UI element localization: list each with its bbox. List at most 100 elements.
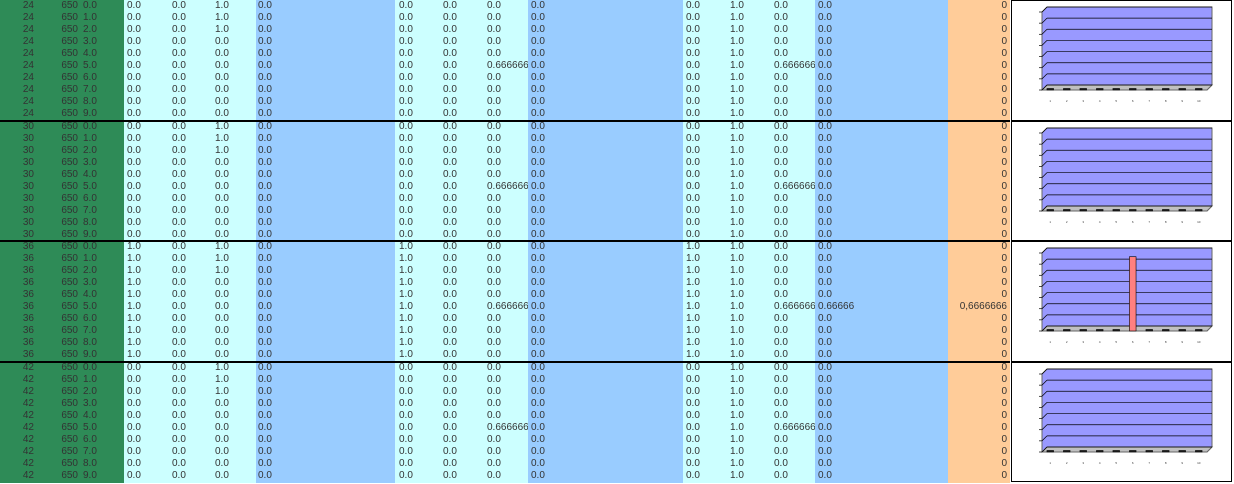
cell[interactable]: 650	[61, 204, 78, 216]
cell[interactable]: 0.0	[215, 168, 229, 180]
cell[interactable]: 0.0	[399, 24, 413, 36]
cell[interactable]: 30	[22, 180, 34, 192]
cell[interactable]: 0.0	[686, 132, 700, 144]
cell[interactable]: 0.0	[127, 120, 141, 132]
cell[interactable]: 0.0	[127, 156, 141, 168]
cell[interactable]: 1.0	[127, 253, 141, 265]
cell[interactable]: 7.0	[83, 204, 97, 216]
cell[interactable]: 0.0	[399, 168, 413, 180]
cell[interactable]: 0.0	[443, 313, 457, 325]
cell[interactable]: 1.0	[730, 216, 744, 228]
cell[interactable]: 0.0	[818, 216, 832, 228]
cell[interactable]: 0.0	[818, 373, 832, 385]
cell[interactable]: 36	[22, 253, 34, 265]
cell[interactable]: 0.0	[487, 216, 501, 228]
cell[interactable]: 0.0	[818, 349, 832, 361]
cell[interactable]: 0.0	[443, 409, 457, 421]
cell[interactable]: 0	[1001, 337, 1007, 349]
cell[interactable]: 0.0	[774, 96, 788, 108]
cell[interactable]: 42	[22, 361, 34, 373]
cell[interactable]: 0.0	[399, 48, 413, 60]
cell[interactable]: 1.0	[730, 313, 744, 325]
cell[interactable]: 0.0	[531, 301, 545, 313]
cell[interactable]: 0.0	[443, 132, 457, 144]
cell[interactable]: 0.0	[443, 253, 457, 265]
cell[interactable]: 0.0	[487, 445, 501, 457]
cell[interactable]: 0.0	[399, 361, 413, 373]
cell[interactable]: 0.0	[818, 265, 832, 277]
cell[interactable]: 0.0	[774, 457, 788, 469]
cell[interactable]: 0.0	[487, 337, 501, 349]
cell[interactable]: 0.0	[258, 373, 272, 385]
cell[interactable]: 0.0	[215, 84, 229, 96]
cell[interactable]: 1.0	[730, 325, 744, 337]
cell[interactable]: 0.0	[531, 144, 545, 156]
cell[interactable]: 6.0	[83, 433, 97, 445]
cell[interactable]: 1.0	[686, 337, 700, 349]
cell[interactable]: 1.0	[215, 144, 229, 156]
cell[interactable]: 0.0	[443, 24, 457, 36]
cell[interactable]: 0.0	[127, 72, 141, 84]
cell[interactable]: 0.0	[399, 373, 413, 385]
cell[interactable]: 0.0	[487, 84, 501, 96]
cell[interactable]: 650	[61, 457, 78, 469]
cell[interactable]: 1.0	[730, 84, 744, 96]
cell[interactable]: 0.0	[818, 72, 832, 84]
cell[interactable]: 0.0	[258, 108, 272, 120]
cell[interactable]: 1.0	[730, 36, 744, 48]
cell[interactable]: 0.0	[487, 469, 501, 481]
cell[interactable]: 42	[22, 373, 34, 385]
cell[interactable]: 8.0	[83, 337, 97, 349]
cell[interactable]: 0.0	[172, 156, 186, 168]
cell[interactable]: 8.0	[83, 457, 97, 469]
cell[interactable]: 0.0	[172, 192, 186, 204]
cell[interactable]: 0.0	[172, 132, 186, 144]
cell[interactable]: 1.0	[83, 253, 97, 265]
cell[interactable]: 0.0	[127, 144, 141, 156]
cell[interactable]: 24	[22, 96, 34, 108]
cell[interactable]: 0.0	[258, 445, 272, 457]
cell[interactable]: 0.0	[531, 457, 545, 469]
cell[interactable]: 650	[61, 12, 78, 24]
cell[interactable]: 0.0	[172, 96, 186, 108]
cell[interactable]: 1.0	[127, 325, 141, 337]
cell[interactable]: 0.0	[258, 409, 272, 421]
cell[interactable]: 30	[22, 144, 34, 156]
cell[interactable]: 0.0	[818, 445, 832, 457]
cell[interactable]: 0.0	[443, 337, 457, 349]
cell[interactable]: 0.0	[774, 433, 788, 445]
cell[interactable]: 0.0	[487, 253, 501, 265]
cell[interactable]: 0.0	[399, 228, 413, 240]
cell[interactable]: 1.0	[730, 108, 744, 120]
cell[interactable]: 0.0	[531, 72, 545, 84]
cell[interactable]: 9.0	[83, 108, 97, 120]
cell[interactable]: 1.0	[215, 241, 229, 252]
cell[interactable]: 1.0	[730, 469, 744, 481]
cell[interactable]: 0.0	[774, 325, 788, 337]
cell[interactable]: 0.0	[258, 216, 272, 228]
cell[interactable]: 650	[61, 361, 78, 373]
cell[interactable]: 30	[22, 156, 34, 168]
cell[interactable]: 0	[1001, 373, 1007, 385]
cell[interactable]: 650	[61, 337, 78, 349]
cell[interactable]: 0.0	[531, 228, 545, 240]
cell[interactable]: 0	[1001, 36, 1007, 48]
cell[interactable]: 0.0	[172, 397, 186, 409]
cell[interactable]: 0.0	[443, 457, 457, 469]
cell[interactable]: 0.0	[258, 84, 272, 96]
cell[interactable]: 1.0	[730, 265, 744, 277]
cell[interactable]: 650	[61, 277, 78, 289]
cell[interactable]: 0.0	[818, 433, 832, 445]
cell[interactable]: 0.0	[774, 144, 788, 156]
cell[interactable]: 42	[22, 433, 34, 445]
cell[interactable]: 0.0	[686, 24, 700, 36]
cell[interactable]: 0.0	[399, 72, 413, 84]
cell[interactable]: 0.0	[686, 397, 700, 409]
cell[interactable]: 0	[1001, 361, 1007, 373]
cell[interactable]: 0.0	[774, 469, 788, 481]
cell[interactable]: 1.0	[730, 96, 744, 108]
cell[interactable]: 1.0	[127, 337, 141, 349]
cell[interactable]: 30	[22, 216, 34, 228]
cell[interactable]: 0.0	[818, 325, 832, 337]
cell[interactable]: 0.0	[443, 349, 457, 361]
